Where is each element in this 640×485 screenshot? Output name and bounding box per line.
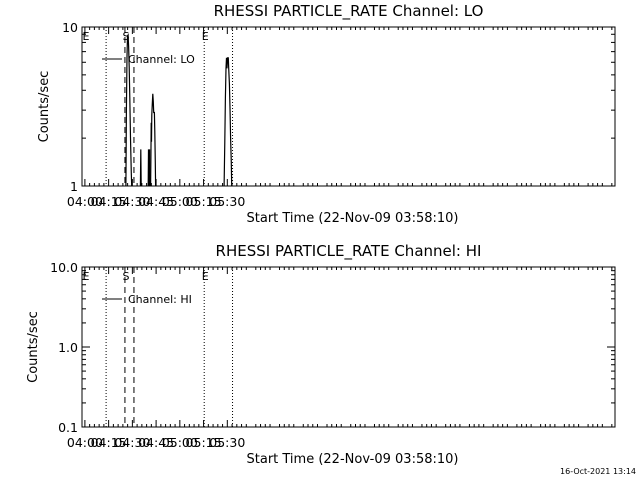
y-axis-label: Counts/sec bbox=[26, 311, 41, 383]
chart-panel-2: RHESSI PARTICLE_RATE Channel: HI S E E 04:00… bbox=[26, 242, 616, 467]
x-tick-label: 05:15 bbox=[186, 435, 222, 450]
event-label: E bbox=[202, 30, 209, 43]
x-tick-label: 04:15 bbox=[91, 435, 127, 450]
x-tick-label: 04:00 bbox=[67, 435, 103, 450]
event-label-edge: E bbox=[83, 30, 90, 43]
x-axis-label: Start Time (22-Nov-09 03:58:10) bbox=[247, 211, 459, 226]
event-label: S bbox=[122, 270, 129, 283]
x-tick-label: 05:30 bbox=[209, 194, 245, 209]
series-line-1 bbox=[148, 149, 151, 187]
event-label: E bbox=[202, 270, 209, 283]
plot-frame bbox=[81, 26, 616, 187]
y-tick-label: 10 bbox=[62, 20, 78, 35]
x-tick-label: 04:45 bbox=[138, 194, 174, 209]
x-tick-label: 04:30 bbox=[114, 435, 150, 450]
legend-entry: Channel: LO bbox=[128, 53, 195, 66]
event-label: S bbox=[122, 30, 129, 43]
y-axis-label: Counts/sec bbox=[37, 71, 52, 143]
x-tick-label: 04:45 bbox=[138, 435, 174, 450]
event-label-edge: E bbox=[83, 270, 90, 283]
x-axis-label: Start Time (22-Nov-09 03:58:10) bbox=[247, 452, 459, 467]
series-line-1 bbox=[125, 33, 133, 187]
x-tick-label: 05:00 bbox=[162, 435, 198, 450]
x-tick-label: 04:30 bbox=[114, 194, 150, 209]
x-tick-label: 04:15 bbox=[91, 194, 127, 209]
y-tick-label: 1 bbox=[70, 179, 78, 194]
chart-panel-1: RHESSI PARTICLE_RATE Channel: LO S E E 04:00… bbox=[37, 2, 616, 226]
y-tick-label: 10.0 bbox=[50, 260, 78, 275]
series-line-1 bbox=[139, 149, 142, 187]
y-tick-label: 0.1 bbox=[58, 420, 78, 435]
x-tick-label: 05:00 bbox=[162, 194, 198, 209]
x-tick-label: 05:30 bbox=[209, 435, 245, 450]
y-tick-label: 1.0 bbox=[58, 340, 78, 355]
x-tick-label: 04:00 bbox=[67, 194, 103, 209]
series-line-1 bbox=[223, 57, 233, 187]
x-tick-label: 05:15 bbox=[186, 194, 222, 209]
legend-entry: Channel: HI bbox=[128, 293, 192, 306]
series-line-1 bbox=[150, 93, 157, 187]
generation-timestamp: 16-Oct-2021 13:14 bbox=[560, 467, 636, 476]
series-line-1 bbox=[147, 149, 150, 187]
chart-title: RHESSI PARTICLE_RATE Channel: LO bbox=[214, 2, 484, 21]
chart-title: RHESSI PARTICLE_RATE Channel: HI bbox=[216, 242, 482, 261]
